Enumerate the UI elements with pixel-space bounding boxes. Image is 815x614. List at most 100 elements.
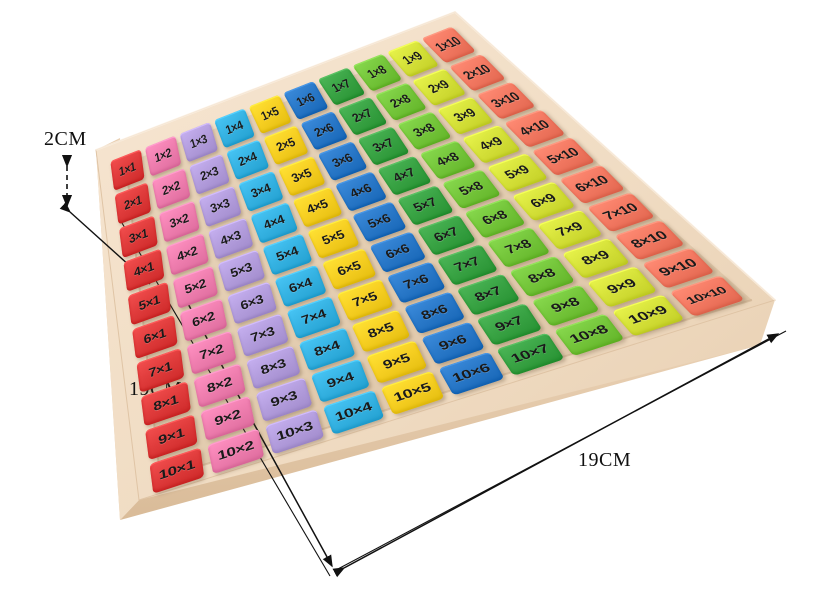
- tile-label: 5×2: [183, 276, 208, 298]
- tile-label: 6×2: [190, 309, 216, 331]
- tile-label: 6×3: [239, 292, 265, 314]
- tile-label: 1×5: [259, 104, 282, 124]
- tile-label: 7×4: [299, 306, 328, 328]
- tile-label: 6×6: [383, 241, 413, 262]
- tile-label: 1×8: [364, 63, 390, 82]
- tile-label: 5×6: [365, 211, 394, 232]
- tile-label: 2×8: [387, 92, 414, 111]
- tile-label: 10×3: [274, 419, 315, 444]
- tile-label: 8×3: [259, 356, 288, 378]
- tile-label: 2×9: [425, 77, 453, 97]
- tile-label: 8×7: [471, 284, 505, 305]
- tile-label: 9×1: [157, 425, 186, 448]
- tile-label: 4×1: [133, 259, 155, 281]
- tile-label: 3×6: [329, 151, 356, 171]
- tile-label: 3×3: [208, 196, 232, 217]
- tile-label: 3×9: [450, 106, 480, 125]
- tile-label: 1×7: [329, 77, 354, 96]
- tile-label: 6×10: [571, 173, 613, 195]
- tile-label: 1×4: [223, 118, 245, 138]
- tile-label: 1×1: [118, 159, 137, 180]
- tile-label: 9×10: [655, 256, 701, 280]
- tile-label: 2×10: [460, 62, 495, 83]
- tile-label: 1×10: [432, 34, 465, 55]
- tile-label: 10×7: [508, 341, 552, 366]
- tile-label: 7×7: [451, 254, 483, 275]
- tile-label: 4×8: [433, 150, 463, 170]
- tile-label: 5×9: [501, 163, 533, 183]
- tile-label: 8×2: [205, 374, 234, 397]
- tile-label: 10×6: [449, 361, 493, 386]
- tile-label: 4×4: [261, 212, 287, 233]
- tile-label: 6×9: [527, 191, 560, 211]
- tile-label: 8×4: [312, 338, 342, 360]
- tile-label: 8×6: [418, 302, 451, 323]
- tile-label: 4×5: [304, 197, 331, 217]
- tile-label: 6×8: [479, 208, 511, 228]
- tile-label: 1×3: [188, 132, 209, 152]
- tile-label: 3×4: [249, 181, 273, 201]
- tile-label: 2×7: [349, 106, 376, 126]
- tile-label: 6×1: [142, 326, 167, 348]
- tile-label: 9×5: [380, 351, 413, 373]
- tile-label: 5×10: [543, 145, 583, 167]
- tile-label: 9×8: [548, 295, 583, 316]
- front-width-dimension-label: 19CM: [578, 449, 632, 471]
- tile-label: 7×5: [350, 289, 380, 311]
- tile-label: 7×3: [249, 324, 277, 346]
- tile-label: 3×2: [168, 211, 190, 232]
- tile-label: 3×1: [128, 226, 149, 247]
- tile-label: 9×9: [603, 276, 640, 297]
- tile-label: 8×5: [365, 320, 396, 342]
- height-dimension-label: 2CM: [44, 128, 87, 150]
- tile-label: 5×4: [274, 244, 301, 265]
- tile-label: 8×8: [525, 266, 559, 287]
- tile-label: 3×8: [410, 121, 438, 141]
- tile-label: 7×8: [502, 237, 535, 258]
- tile-label: 9×3: [269, 388, 299, 411]
- tile-label: 4×10: [515, 117, 554, 139]
- tile-label: 9×7: [492, 313, 526, 335]
- tile-label: 6×4: [287, 275, 315, 297]
- tile-label: 5×3: [228, 260, 254, 281]
- tile-label: 4×7: [390, 165, 419, 186]
- tile-label: 2×4: [236, 149, 259, 170]
- tile-label: 5×5: [319, 227, 347, 248]
- tile-label: 5×1: [138, 292, 161, 314]
- tile-label: 2×3: [198, 164, 220, 184]
- tile-label: 9×4: [324, 369, 356, 392]
- tile-label: 8×1: [152, 392, 179, 415]
- tile-label: 5×7: [410, 195, 440, 216]
- tile-label: 2×6: [311, 121, 337, 141]
- tile-label: 1×6: [294, 90, 318, 110]
- tile-label: 2×5: [274, 135, 298, 155]
- tile-label: 5×8: [456, 179, 487, 199]
- tile-label: 7×6: [400, 272, 432, 293]
- tile-label: 8×9: [578, 248, 613, 269]
- tile-label: 10×8: [566, 322, 612, 347]
- tile-label: 8×10: [627, 228, 672, 252]
- tile-label: 1×2: [153, 145, 173, 166]
- tile-label: 2×2: [161, 178, 182, 199]
- tile-label: 4×6: [347, 181, 375, 201]
- tile-label: 6×7: [431, 225, 462, 245]
- tile-label: 4×9: [476, 134, 506, 154]
- tile-label: 9×6: [436, 332, 470, 354]
- tile-label: 7×9: [552, 219, 587, 240]
- tile-label: 10×1: [158, 457, 196, 483]
- tile-label: 10×2: [216, 438, 255, 464]
- tile-label: 4×2: [176, 243, 199, 265]
- tile-label: 10×10: [683, 285, 730, 307]
- tile-label: 3×10: [487, 90, 524, 111]
- tile-label: 7×10: [599, 201, 642, 224]
- tile-label: 4×3: [218, 228, 243, 249]
- tile-label: 2×1: [123, 193, 143, 214]
- tile-label: 9×2: [213, 407, 242, 430]
- tile-label: 3×5: [289, 166, 314, 186]
- tile-label: 10×9: [624, 303, 671, 327]
- tile-label: 7×1: [147, 359, 173, 381]
- tile-label: 10×4: [333, 399, 374, 425]
- tile-label: 10×5: [391, 380, 434, 405]
